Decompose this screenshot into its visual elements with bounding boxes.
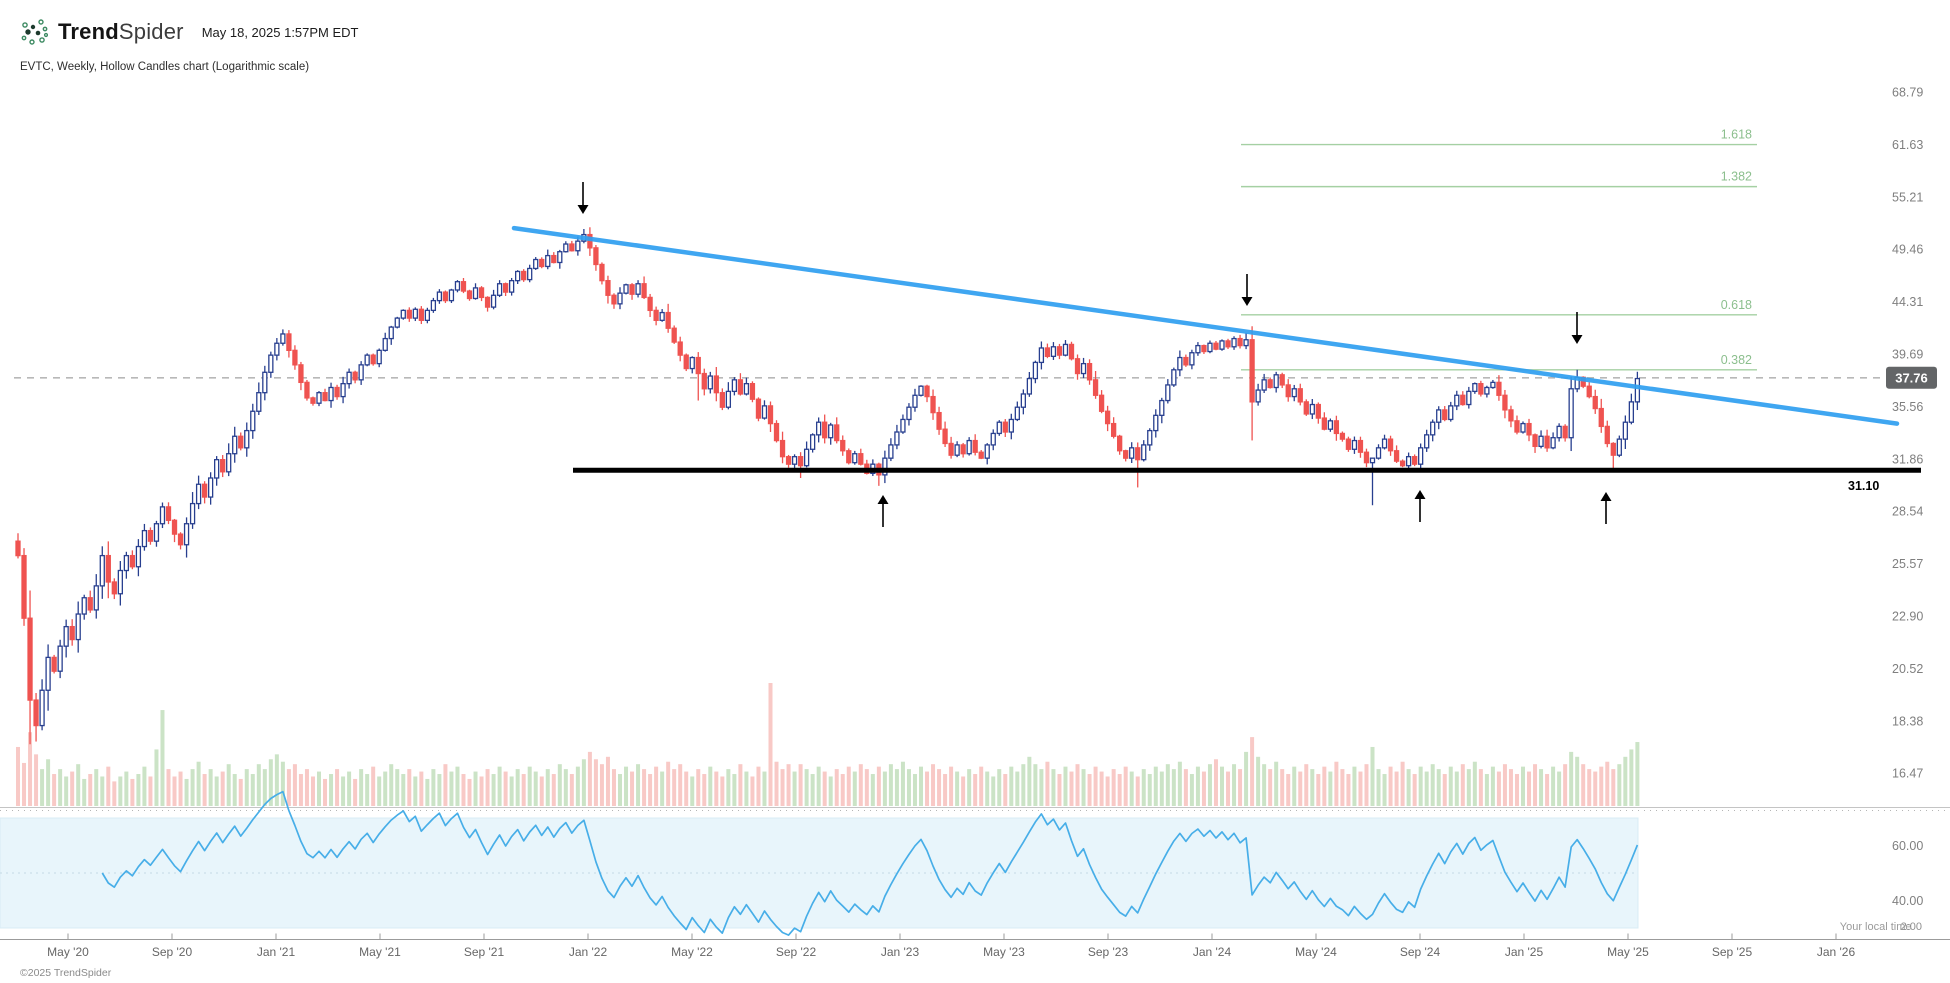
snapshot-timestamp: May 18, 2025 1:57PM EDT (201, 24, 359, 40)
fib-level-label: 1.382 (1721, 170, 1752, 184)
volume-series (16, 683, 1640, 806)
last-price-tag: 37.76 (1886, 366, 1937, 389)
up-arrow-annotation[interactable] (1414, 490, 1426, 522)
local-time-label: Your local time (1839, 921, 1912, 933)
rsi-axis-label: 60.00 (1892, 839, 1923, 853)
time-axis-label: Jan '23 (881, 945, 920, 959)
header: Trend Spider May 18, 2025 1:57PM EDT (20, 18, 359, 46)
price-axis-label: 39.69 (1892, 348, 1923, 362)
time-axis-label: Sep '23 (1088, 945, 1129, 959)
price-axis-label: 49.46 (1892, 243, 1923, 257)
price-axis-label: 31.86 (1892, 452, 1923, 466)
brand-trend: Trend (58, 19, 119, 44)
time-axis-label: Jan '21 (257, 945, 296, 959)
time-axis-label: Jan '22 (569, 945, 608, 959)
candlestick-series[interactable] (15, 227, 1641, 745)
price-axis-label: 55.21 (1892, 190, 1923, 204)
price-axis-label: 18.38 (1892, 714, 1923, 728)
price-axis-label: 35.56 (1892, 400, 1923, 414)
time-axis-label: Jan '26 (1817, 945, 1856, 959)
time-axis-label: May '20 (47, 945, 89, 959)
price-axis-label: 28.54 (1892, 505, 1923, 519)
brand-spider: Spider (118, 19, 184, 44)
rsi-axis-label: 40.00 (1892, 894, 1923, 908)
price-axis-label: 44.31 (1892, 295, 1923, 309)
rsi-band (0, 817, 1639, 929)
time-axis-label: May '25 (1607, 945, 1649, 959)
price-axis-label: 16.47 (1892, 767, 1923, 781)
fib-level-label: 1.618 (1721, 128, 1752, 142)
time-axis-label: May '24 (1295, 945, 1337, 959)
time-axis-label: Sep '21 (464, 945, 505, 959)
down-arrow-annotation[interactable] (1241, 274, 1253, 306)
time-axis: May '20 Sep '20 Jan '21 May '21 Sep '21 Jan '… (0, 933, 1950, 959)
price-axis-label: 20.52 (1892, 662, 1923, 676)
fib-level-label: 0.618 (1721, 298, 1752, 312)
trendline[interactable] (511, 225, 1900, 426)
copyright-text: ©2025 TrendSpider (20, 967, 112, 979)
fib-level-label: 0.382 (1721, 353, 1752, 367)
time-axis-label: Sep '25 (1712, 945, 1753, 959)
chart-subtitle: EVTC, Weekly, Hollow Candles chart (Loga… (20, 61, 310, 73)
time-axis-label: Jan '24 (1193, 945, 1232, 959)
price-axis: 68.79 61.63 55.21 49.46 44.31 39.69 35.56 31.86… (1892, 86, 1923, 781)
rsi-line[interactable] (101, 790, 1639, 936)
brand-wordmark: Trend Spider (58, 19, 184, 45)
trendspider-logo-icon (21, 19, 48, 45)
time-axis-label: Sep '20 (152, 945, 193, 959)
price-axis-label: 25.57 (1892, 557, 1923, 571)
price-axis-label: 61.63 (1892, 138, 1923, 152)
support-line[interactable]: 31.10 (573, 467, 1921, 493)
support-line-label: 31.10 (1848, 479, 1879, 493)
up-arrow-annotation[interactable] (1600, 492, 1612, 524)
down-arrow-annotation[interactable] (1571, 312, 1583, 344)
last-price-tag-text: 37.76 (1895, 370, 1928, 385)
up-arrow-annotation[interactable] (877, 495, 889, 527)
down-arrow-annotation[interactable] (577, 182, 589, 214)
time-axis-label: Sep '24 (1400, 945, 1441, 959)
local-time-value: 2:00 (1900, 921, 1922, 933)
time-axis-label: May '23 (983, 945, 1025, 959)
time-axis-label: Sep '22 (776, 945, 817, 959)
time-axis-label: May '22 (671, 945, 713, 959)
local-time-note: Your local time 2:00 (1840, 921, 1922, 933)
time-axis-label: Jan '25 (1505, 945, 1544, 959)
fib-retracement[interactable]: 1.618 1.382 0.618 0.382 (1241, 128, 1757, 371)
time-axis-label: May '21 (359, 945, 401, 959)
rsi-panel: 60.00 40.00 (0, 790, 1923, 936)
price-axis-label: 22.90 (1892, 610, 1923, 624)
price-axis-label: 68.79 (1892, 86, 1923, 100)
